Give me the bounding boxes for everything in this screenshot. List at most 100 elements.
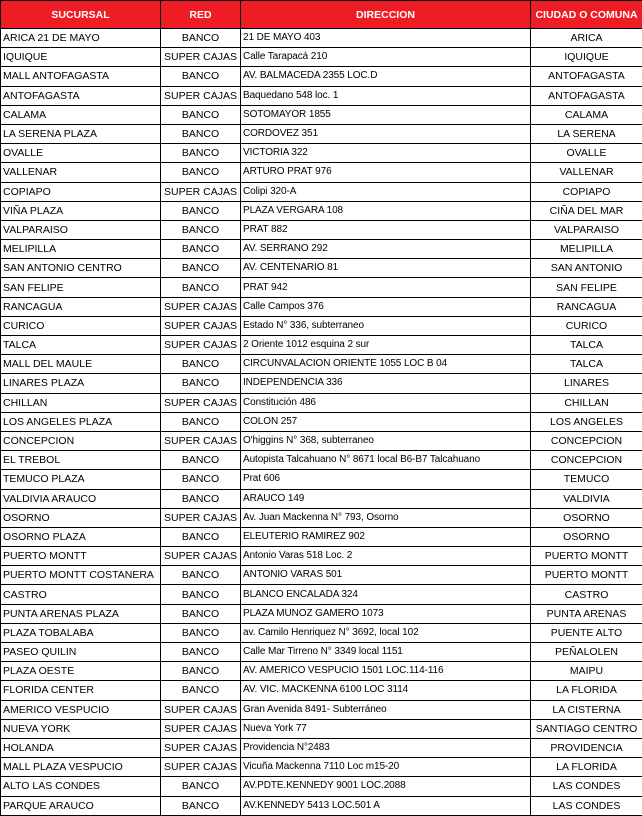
table-cell: VICTORIA 322 xyxy=(240,143,531,164)
table-cell: CALAMA xyxy=(0,104,161,125)
table-row: HOLANDA SUPER CAJAS Providencia N°2483 PROV… xyxy=(0,737,642,759)
header-cell: SUCURSAL xyxy=(0,0,161,29)
header-cell: DIRECCION xyxy=(240,0,531,29)
table-cell: BANCO xyxy=(160,450,241,471)
table-row: PUERTO MONTT COSTANERA BANCO ANTONIO VARAS… xyxy=(0,565,642,586)
table-row: CASTRO BANCO BLANCO ENCALADA 324 CASTRO xyxy=(0,584,642,605)
table-cell: LINARES PLAZA xyxy=(0,373,161,394)
table-cell: BANCO xyxy=(160,469,241,490)
table-cell: 21 DE MAYO 403 xyxy=(240,27,531,49)
table-cell: HOLANDA xyxy=(0,737,161,759)
table-cell: AMERICO VESPUCIO xyxy=(0,699,161,720)
table-row: CALAMA BANCO SOTOMAYOR 1855 CALAMA xyxy=(0,104,642,125)
table-cell: Calle Campos 376 xyxy=(240,296,531,317)
table-row: PUERTO MONTT SUPER CAJAS Antonio Varas 518… xyxy=(0,546,642,567)
table-cell: Colipi 320-A xyxy=(240,181,531,202)
table-cell: TEMUCO PLAZA xyxy=(0,469,161,490)
table-cell: EL TREBOL xyxy=(0,450,161,471)
table-cell: OSORNO xyxy=(530,526,642,548)
table-cell: Autopista Talcahuano N° 8671 local B6-B7… xyxy=(240,450,531,471)
table-cell: BANCO xyxy=(160,200,241,221)
table-row: SAN FELIPE BANCO PRAT 942 SAN FELIPE xyxy=(0,277,642,298)
table-row: PLAZA TOBALABA BANCO av. Camilo Henriquez … xyxy=(0,622,642,644)
table-cell: PUERTO MONTT xyxy=(530,565,642,586)
table-cell: BANCO xyxy=(160,488,241,509)
table-cell: PLAZA OESTE xyxy=(0,661,161,682)
table-row: IQUIQUE SUPER CAJAS Calle Tarapacá 210 IQUI… xyxy=(0,47,642,68)
table-cell: Calle Tarapacá 210 xyxy=(240,47,531,68)
table-row: EL TREBOL BANCO Autopista Talcahuano N° 86… xyxy=(0,450,642,471)
table-cell: AV. BALMACEDA 2355 LOC.D xyxy=(240,66,531,87)
table-row: ALTO LAS CONDES BANCO AV.PDTE.KENNEDY 9001… xyxy=(0,776,642,797)
table-cell: LA FLORIDA xyxy=(530,680,642,701)
table-cell: VIÑA PLAZA xyxy=(0,200,161,221)
table-cell: SUPER CAJAS xyxy=(160,699,241,720)
table-cell: MALL PLAZA VESPUCIO xyxy=(0,757,161,778)
table-cell: VALDIVIA xyxy=(530,488,642,509)
table-cell: TALCA xyxy=(0,334,161,356)
table-cell: OSORNO xyxy=(0,507,161,528)
table-cell: ARAUCO 149 xyxy=(240,488,531,509)
table-cell: SUPER CAJAS xyxy=(160,181,241,202)
table-row: RANCAGUA SUPER CAJAS Calle Campos 376 RANCA… xyxy=(0,296,642,317)
table-cell: INDEPENDENCIA 336 xyxy=(240,373,531,394)
table-cell: LA SERENA xyxy=(530,123,642,145)
table-cell: NUEVA YORK xyxy=(0,718,161,739)
table-cell: BANCO xyxy=(160,776,241,797)
table-row: ANTOFAGASTA SUPER CAJAS Baquedano 548 loc.… xyxy=(0,85,642,106)
table-body: ARICA 21 DE MAYO BANCO 21 DE MAYO 403 ARICA… xyxy=(0,27,642,816)
table-cell: ARTURO PRAT 976 xyxy=(240,162,531,183)
table-cell: 2 Oriente 1012 esquina 2 sur xyxy=(240,334,531,356)
table-cell: PUNTA ARENAS PLAZA xyxy=(0,603,161,624)
table-cell: AV. SERRANO 292 xyxy=(240,239,531,260)
table-cell: Av. Juan Mackenna N° 793, Osorno xyxy=(240,507,531,528)
table-cell: CALAMA xyxy=(530,104,642,125)
table-cell: ARICA xyxy=(530,27,642,49)
table-cell: BANCO xyxy=(160,277,241,298)
table-cell: BANCO xyxy=(160,143,241,164)
table-row: COPIAPO SUPER CAJAS Colipi 320-A COPIAPO xyxy=(0,181,642,202)
table-cell: MAIPU xyxy=(530,661,642,682)
header-cell: CIUDAD O COMUNA xyxy=(530,0,642,29)
table-cell: MALL DEL MAULE xyxy=(0,354,161,375)
table-row: VALDIVIA ARAUCO BANCO ARAUCO 149 VALDIVIA xyxy=(0,488,642,509)
table-cell: BANCO xyxy=(160,104,241,125)
table-cell: PROVIDENCIA xyxy=(530,737,642,759)
table-cell: SUPER CAJAS xyxy=(160,757,241,778)
table-cell: PARQUE ARAUCO xyxy=(0,795,161,816)
table-cell: SAN FELIPE xyxy=(530,277,642,298)
table-cell: SUPER CAJAS xyxy=(160,546,241,567)
table-cell: PRAT 942 xyxy=(240,277,531,298)
table-cell: SAN FELIPE xyxy=(0,277,161,298)
table-cell: CASTRO xyxy=(0,584,161,605)
table-cell: VALPARAISO xyxy=(530,219,642,241)
table-cell: ALTO LAS CONDES xyxy=(0,776,161,797)
table-row: FLORIDA CENTER BANCO AV. VIC. MACKENNA 610… xyxy=(0,680,642,701)
table-cell: RANCAGUA xyxy=(530,296,642,317)
table-cell: SANTIAGO CENTRO xyxy=(530,718,642,739)
table-cell: AV.PDTE.KENNEDY 9001 LOC.2088 xyxy=(240,776,531,797)
table-cell: LINARES xyxy=(530,373,642,394)
table-cell: BANCO xyxy=(160,219,241,241)
table-cell: Vicuña Mackenna 7110 Loc m15-20 xyxy=(240,757,531,778)
table-row: MALL PLAZA VESPUCIO SUPER CAJAS Vicuña Mac… xyxy=(0,757,642,778)
table-row: PLAZA OESTE BANCO AV. AMERICO VESPUCIO 150… xyxy=(0,661,642,682)
table-cell: BANCO xyxy=(160,162,241,183)
table-cell: PUERTO MONTT xyxy=(0,546,161,567)
table-row: TALCA SUPER CAJAS 2 Oriente 1012 esquina 2… xyxy=(0,334,642,356)
table-cell: PUENTE ALTO xyxy=(530,622,642,644)
table-row: LINARES PLAZA BANCO INDEPENDENCIA 336 LINAR… xyxy=(0,373,642,394)
table-cell: TALCA xyxy=(530,354,642,375)
table-row: VIÑA PLAZA BANCO PLAZA VERGARA 108 CIÑA DEL… xyxy=(0,200,642,221)
table-cell: Constitución 486 xyxy=(240,392,531,413)
table-cell: PLAZA TOBALABA xyxy=(0,622,161,644)
table-cell: SAN ANTONIO CENTRO xyxy=(0,258,161,279)
table-cell: PLAZA MUNOZ GAMERO 1073 xyxy=(240,603,531,624)
table-cell: BANCO xyxy=(160,27,241,49)
table-cell: VALLENAR xyxy=(0,162,161,183)
table-row: MALL ANTOFAGASTA BANCO AV. BALMACEDA 2355 … xyxy=(0,66,642,87)
table-row: AMERICO VESPUCIO SUPER CAJAS Gran Avenida … xyxy=(0,699,642,720)
table-row: TEMUCO PLAZA BANCO Prat 606 TEMUCO xyxy=(0,469,642,490)
table-cell: BANCO xyxy=(160,373,241,394)
table-row: PARQUE ARAUCO BANCO AV.KENNEDY 5413 LOC.50… xyxy=(0,795,642,816)
